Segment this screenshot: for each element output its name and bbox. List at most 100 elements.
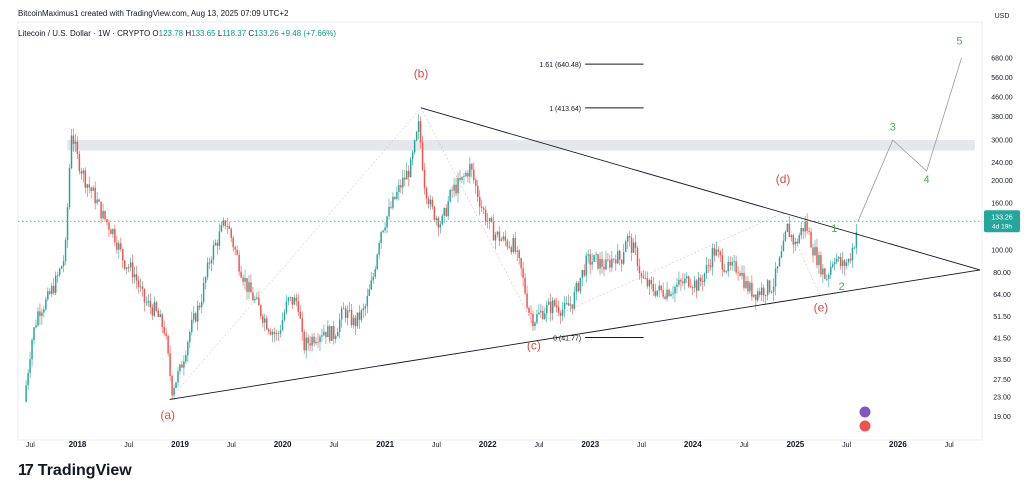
candle-body [400, 185, 402, 188]
candle-body [524, 277, 526, 294]
candle-body [275, 333, 278, 334]
candle-body [70, 135, 73, 169]
candle-body [660, 285, 662, 290]
candle-body [380, 231, 382, 243]
x-tick-label: Jul [227, 442, 236, 449]
fib-level-label: 1 (413.64) [549, 106, 581, 113]
candle-body [398, 185, 400, 192]
candle-body [632, 242, 635, 253]
candle-body [145, 302, 148, 304]
candle-body [116, 242, 118, 250]
candle-body [782, 240, 785, 252]
candle-body [114, 229, 116, 243]
candle-body [287, 297, 290, 302]
candle-body [853, 247, 856, 249]
symbol-legend: Litecoin / U.S. Dollar · 1W · CRYPTO O12… [18, 29, 336, 38]
candle-body [693, 280, 696, 288]
x-tick-label: 2026 [889, 440, 907, 449]
candle-body [191, 319, 193, 332]
candle-body [220, 225, 223, 232]
candle-body [792, 235, 795, 245]
candle-body [431, 199, 434, 207]
candle-body [484, 209, 487, 222]
candle-body [100, 201, 102, 219]
candle-body [496, 231, 499, 235]
candle-body [139, 286, 142, 288]
candle-body [200, 301, 203, 308]
candle-body [319, 336, 321, 343]
candle-body [56, 275, 59, 276]
candle-body [350, 309, 353, 326]
candle-body [828, 274, 830, 279]
wave-label: 2 [838, 281, 844, 293]
candle-body [84, 170, 87, 188]
candle-body [271, 332, 274, 335]
candle-body [731, 262, 733, 266]
publisher-header: BitcoinMaximus1 created with TradingView… [18, 9, 289, 18]
candle-body [520, 258, 522, 269]
candle-body [439, 224, 442, 228]
candle-body [76, 141, 79, 155]
candle-body [504, 236, 507, 241]
candle-body [563, 303, 566, 310]
candle-body [666, 289, 668, 299]
candle-body [818, 254, 820, 266]
candle-body [329, 326, 331, 341]
candle-body [155, 302, 158, 311]
candle-body [226, 226, 229, 227]
candle-body [407, 170, 410, 178]
candle-body [741, 272, 743, 276]
candle-body [52, 285, 55, 293]
candle-body [252, 292, 254, 301]
candle-body [837, 257, 840, 259]
candle-body [364, 306, 367, 309]
candle-body [135, 274, 138, 281]
candle-body [451, 189, 453, 191]
tradingview-logo: 17 TradingView [18, 462, 132, 480]
candle-body [812, 247, 814, 256]
candle-body [461, 176, 463, 180]
candle-body [555, 305, 558, 307]
candle-body [82, 170, 85, 174]
candle-body [715, 249, 718, 256]
y-tick-label: 23.00 [993, 395, 1011, 402]
candle-body [536, 314, 538, 323]
candle-body [303, 331, 305, 351]
candle-body [761, 287, 763, 295]
candle-body [662, 289, 664, 297]
candle-body [682, 281, 684, 284]
candle-body [849, 258, 852, 261]
candle-body [141, 286, 144, 289]
candle-body [751, 282, 753, 297]
x-tick-label: 2018 [69, 440, 87, 449]
candle-body [824, 268, 826, 279]
candle-body [222, 220, 225, 226]
candle-body [488, 218, 491, 221]
candle-body [597, 254, 599, 269]
candle-body [839, 257, 842, 266]
candle-body [851, 247, 854, 261]
candle-body [216, 242, 219, 246]
candle-body [370, 280, 372, 290]
y-tick-label: 200.00 [991, 178, 1013, 185]
wave-guide-line [420, 107, 535, 326]
resistance-zone [67, 140, 975, 151]
triangle-trendline-upper [420, 107, 981, 271]
candle-body [27, 372, 29, 386]
candle-body [652, 284, 655, 292]
candle-body [816, 247, 818, 266]
candle-body [102, 210, 104, 219]
candle-body [603, 266, 605, 270]
candle-body [437, 218, 440, 228]
candle-body [218, 231, 221, 246]
candle-body [198, 305, 201, 308]
wave-label: 3 [890, 121, 896, 133]
x-tick-label: Jul [842, 442, 851, 449]
candle-body [143, 288, 146, 303]
candle-body [181, 364, 183, 368]
symbol-name[interactable]: Litecoin / U.S. Dollar · 1W · CRYPTO [18, 29, 151, 38]
candle-body [234, 247, 236, 250]
candle-body [210, 259, 213, 264]
event-icon [859, 406, 871, 418]
